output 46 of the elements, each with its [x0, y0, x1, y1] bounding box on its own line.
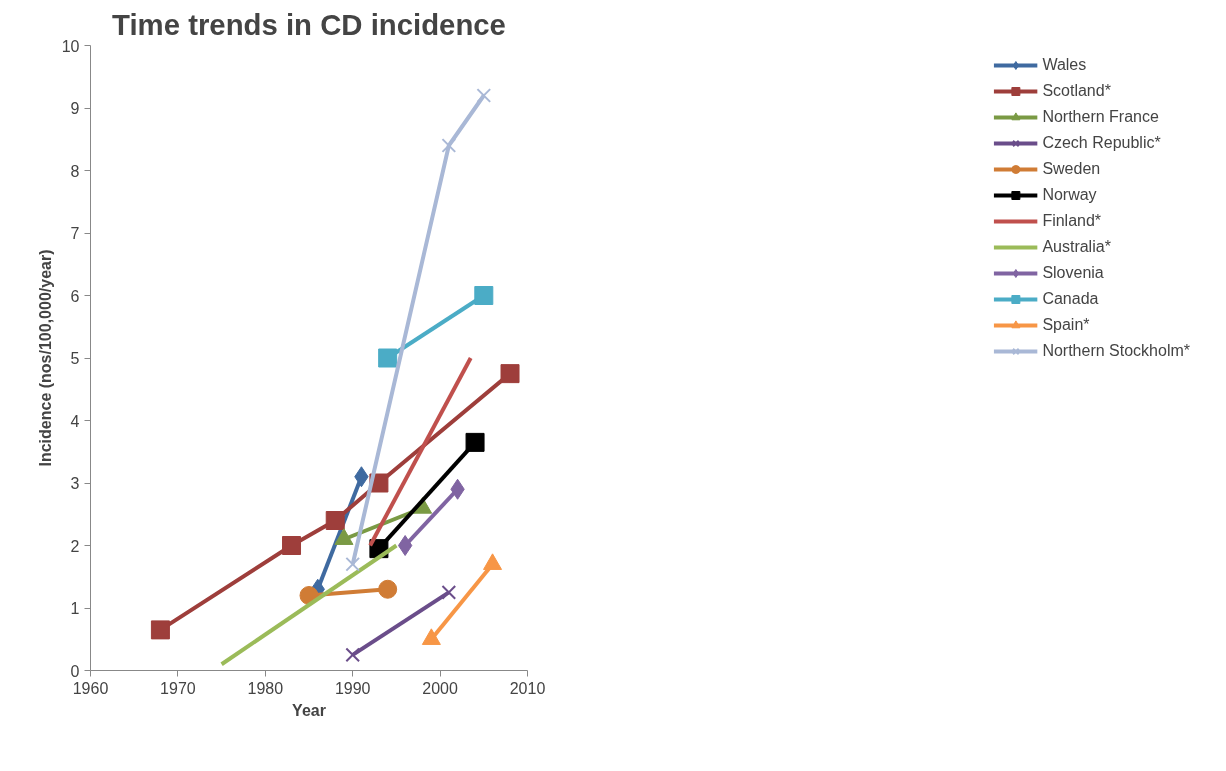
legend-label: Norway — [1042, 186, 1097, 204]
point — [378, 579, 398, 599]
point — [345, 647, 361, 663]
y-tick-label: 7 — [70, 225, 80, 242]
point — [378, 348, 398, 368]
y-tick-label: 5 — [70, 350, 80, 367]
legend-label: Czech Republic* — [1042, 134, 1161, 152]
x-axis-title: Year — [292, 701, 326, 719]
point — [345, 556, 361, 572]
point — [150, 620, 170, 640]
legend-label: Finland* — [1042, 212, 1102, 230]
point — [476, 88, 492, 103]
legend-label: Northern Stockholm* — [1042, 342, 1190, 360]
legend-label: Australia* — [1042, 238, 1111, 256]
point — [441, 138, 457, 153]
legend-label: Canada — [1042, 290, 1099, 308]
y-tick-label: 9 — [70, 100, 80, 117]
x-tick-label: 1990 — [334, 679, 371, 697]
point — [282, 536, 302, 555]
y-tick-label: 2 — [70, 537, 80, 555]
legend-label: Slovenia — [1042, 264, 1104, 282]
y-tick-label: 6 — [70, 287, 80, 305]
point — [474, 286, 494, 305]
y-tick-label: 4 — [70, 412, 80, 430]
point — [441, 585, 457, 600]
y-tick-label: 8 — [70, 162, 80, 180]
x-tick-label: 2000 — [422, 679, 458, 697]
point — [500, 364, 520, 384]
y-axis-title: Incidence (nos/100,000/year) — [36, 249, 54, 467]
y-tick-label: 10 — [61, 37, 80, 55]
legend-label: Northern France — [1042, 108, 1159, 126]
legend-label: Sweden — [1042, 160, 1101, 178]
y-tick-label: 0 — [70, 662, 80, 680]
legend-label: Wales — [1042, 56, 1087, 74]
legend-label: Spain* — [1042, 316, 1090, 334]
y-tick-label: 1 — [70, 600, 80, 617]
point — [397, 535, 413, 556]
x-tick-label: 1970 — [160, 679, 196, 697]
point — [465, 432, 485, 452]
point — [325, 511, 345, 530]
x-tick-label: 1980 — [247, 679, 284, 697]
x-tick-label: 2010 — [509, 679, 546, 697]
legend-label: Scotland* — [1042, 82, 1111, 100]
x-tick-label: 1960 — [72, 679, 109, 697]
y-tick-label: 3 — [70, 475, 80, 492]
chart-title: Time trends in CD incidence — [112, 7, 506, 41]
